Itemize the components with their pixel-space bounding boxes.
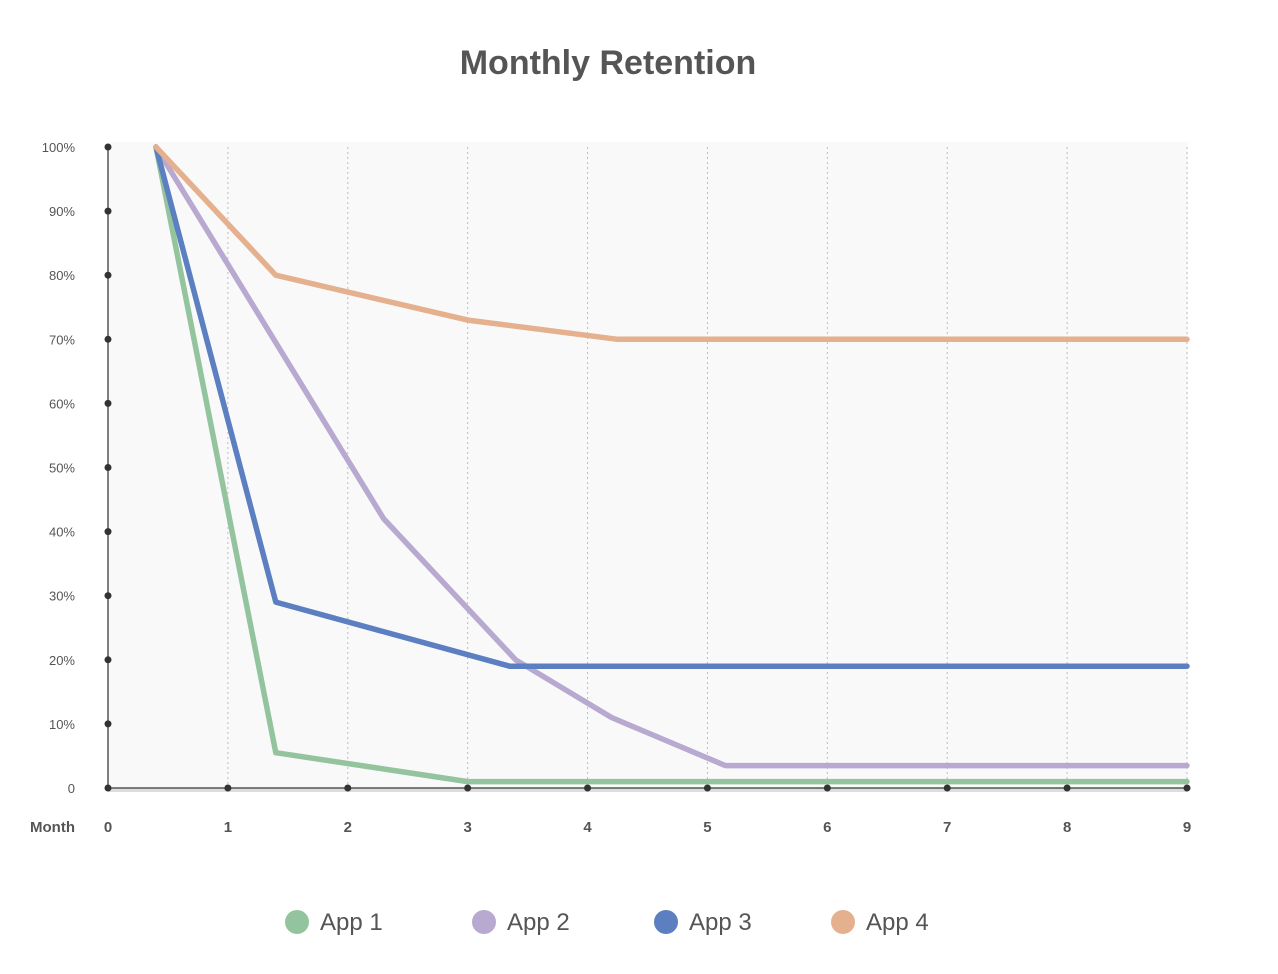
legend-marker-icon (285, 910, 309, 934)
chart-title: Monthly Retention (460, 44, 757, 82)
y-tick-label-3: 30% (49, 589, 75, 604)
x-tick-label-5: 5 (703, 819, 711, 836)
series-line-app-3 (153, 144, 1190, 669)
x-tick-label-4: 4 (583, 819, 592, 836)
axes (104, 143, 1191, 792)
y-tick-dot-3 (104, 592, 112, 600)
grid-lines (227, 147, 1188, 788)
y-tick-dot-0 (104, 784, 112, 792)
legend-item-app-4[interactable]: App 4 (831, 909, 929, 936)
y-tick-dot-2 (104, 656, 112, 664)
legend-item-app-2[interactable]: App 2 (472, 909, 570, 936)
x-tick-dot-7 (943, 784, 951, 792)
y-tick-label-10: 100% (42, 140, 76, 155)
y-tick-dot-10 (104, 143, 112, 151)
x-tick-label-3: 3 (463, 819, 471, 836)
x-tick-dot-1 (224, 784, 232, 792)
x-tick-dot-8 (1063, 784, 1071, 792)
x-tick-dot-9 (1183, 784, 1191, 792)
x-tick-dot-5 (703, 784, 711, 792)
y-tick-label-7: 70% (49, 332, 75, 347)
x-tick-dot-6 (823, 784, 831, 792)
y-tick-dot-8 (104, 271, 112, 279)
x-tick-dot-4 (584, 784, 592, 792)
series-line-app-4 (153, 144, 1190, 343)
y-tick-label-1: 10% (49, 717, 75, 732)
x-axis-shadow (108, 788, 1187, 792)
y-tick-label-9: 90% (49, 204, 75, 219)
y-tick-label-2: 20% (49, 653, 75, 668)
y-tick-dot-1 (104, 720, 112, 728)
x-tick-label-8: 8 (1063, 819, 1071, 836)
series-line-app-2 (153, 144, 1190, 769)
y-tick-dot-5 (104, 464, 112, 471)
legend-marker-icon (831, 910, 855, 934)
legend-marker-icon (654, 910, 678, 934)
x-tick-dot-2 (344, 784, 352, 792)
legend-label: App 4 (866, 909, 929, 936)
series-line-app-1 (153, 144, 1190, 785)
series-lines (153, 144, 1190, 785)
x-tick-label-1: 1 (224, 819, 232, 836)
plot-area (108, 142, 1188, 790)
legend-marker-icon (472, 910, 496, 934)
x-tick-label-2: 2 (344, 819, 352, 836)
y-tick-label-5: 50% (49, 461, 75, 476)
x-tick-label-0: 0 (104, 819, 112, 836)
y-tick-dot-6 (104, 399, 112, 407)
legend-item-app-3[interactable]: App 3 (654, 909, 752, 936)
y-tick-dot-9 (104, 207, 112, 215)
x-tick-label-6: 6 (823, 819, 831, 836)
x-axis-label: Month (30, 819, 75, 836)
y-tick-dot-4 (104, 528, 112, 536)
legend: App 1 App 2 App 3 App 4 (285, 909, 929, 936)
y-tick-dot-7 (104, 335, 112, 343)
y-tick-label-8: 80% (49, 268, 75, 283)
legend-item-app-1[interactable]: App 1 (285, 909, 383, 936)
x-tick-label-9: 9 (1183, 819, 1191, 836)
tick-labels: 0 10% 20% 30% 40% 50% 60% 70% 80% 90% 100% 0 1 2 3 4 5 6 7… (42, 140, 1191, 836)
x-tick-label-7: 7 (943, 819, 951, 836)
y-tick-label-6: 60% (49, 396, 75, 411)
legend-label: App 3 (689, 909, 752, 936)
legend-label: App 2 (507, 909, 570, 936)
y-tick-label-0: 0 (68, 781, 75, 796)
legend-label: App 1 (320, 909, 383, 936)
y-tick-label-4: 40% (49, 525, 75, 540)
x-tick-dot-3 (464, 784, 472, 792)
